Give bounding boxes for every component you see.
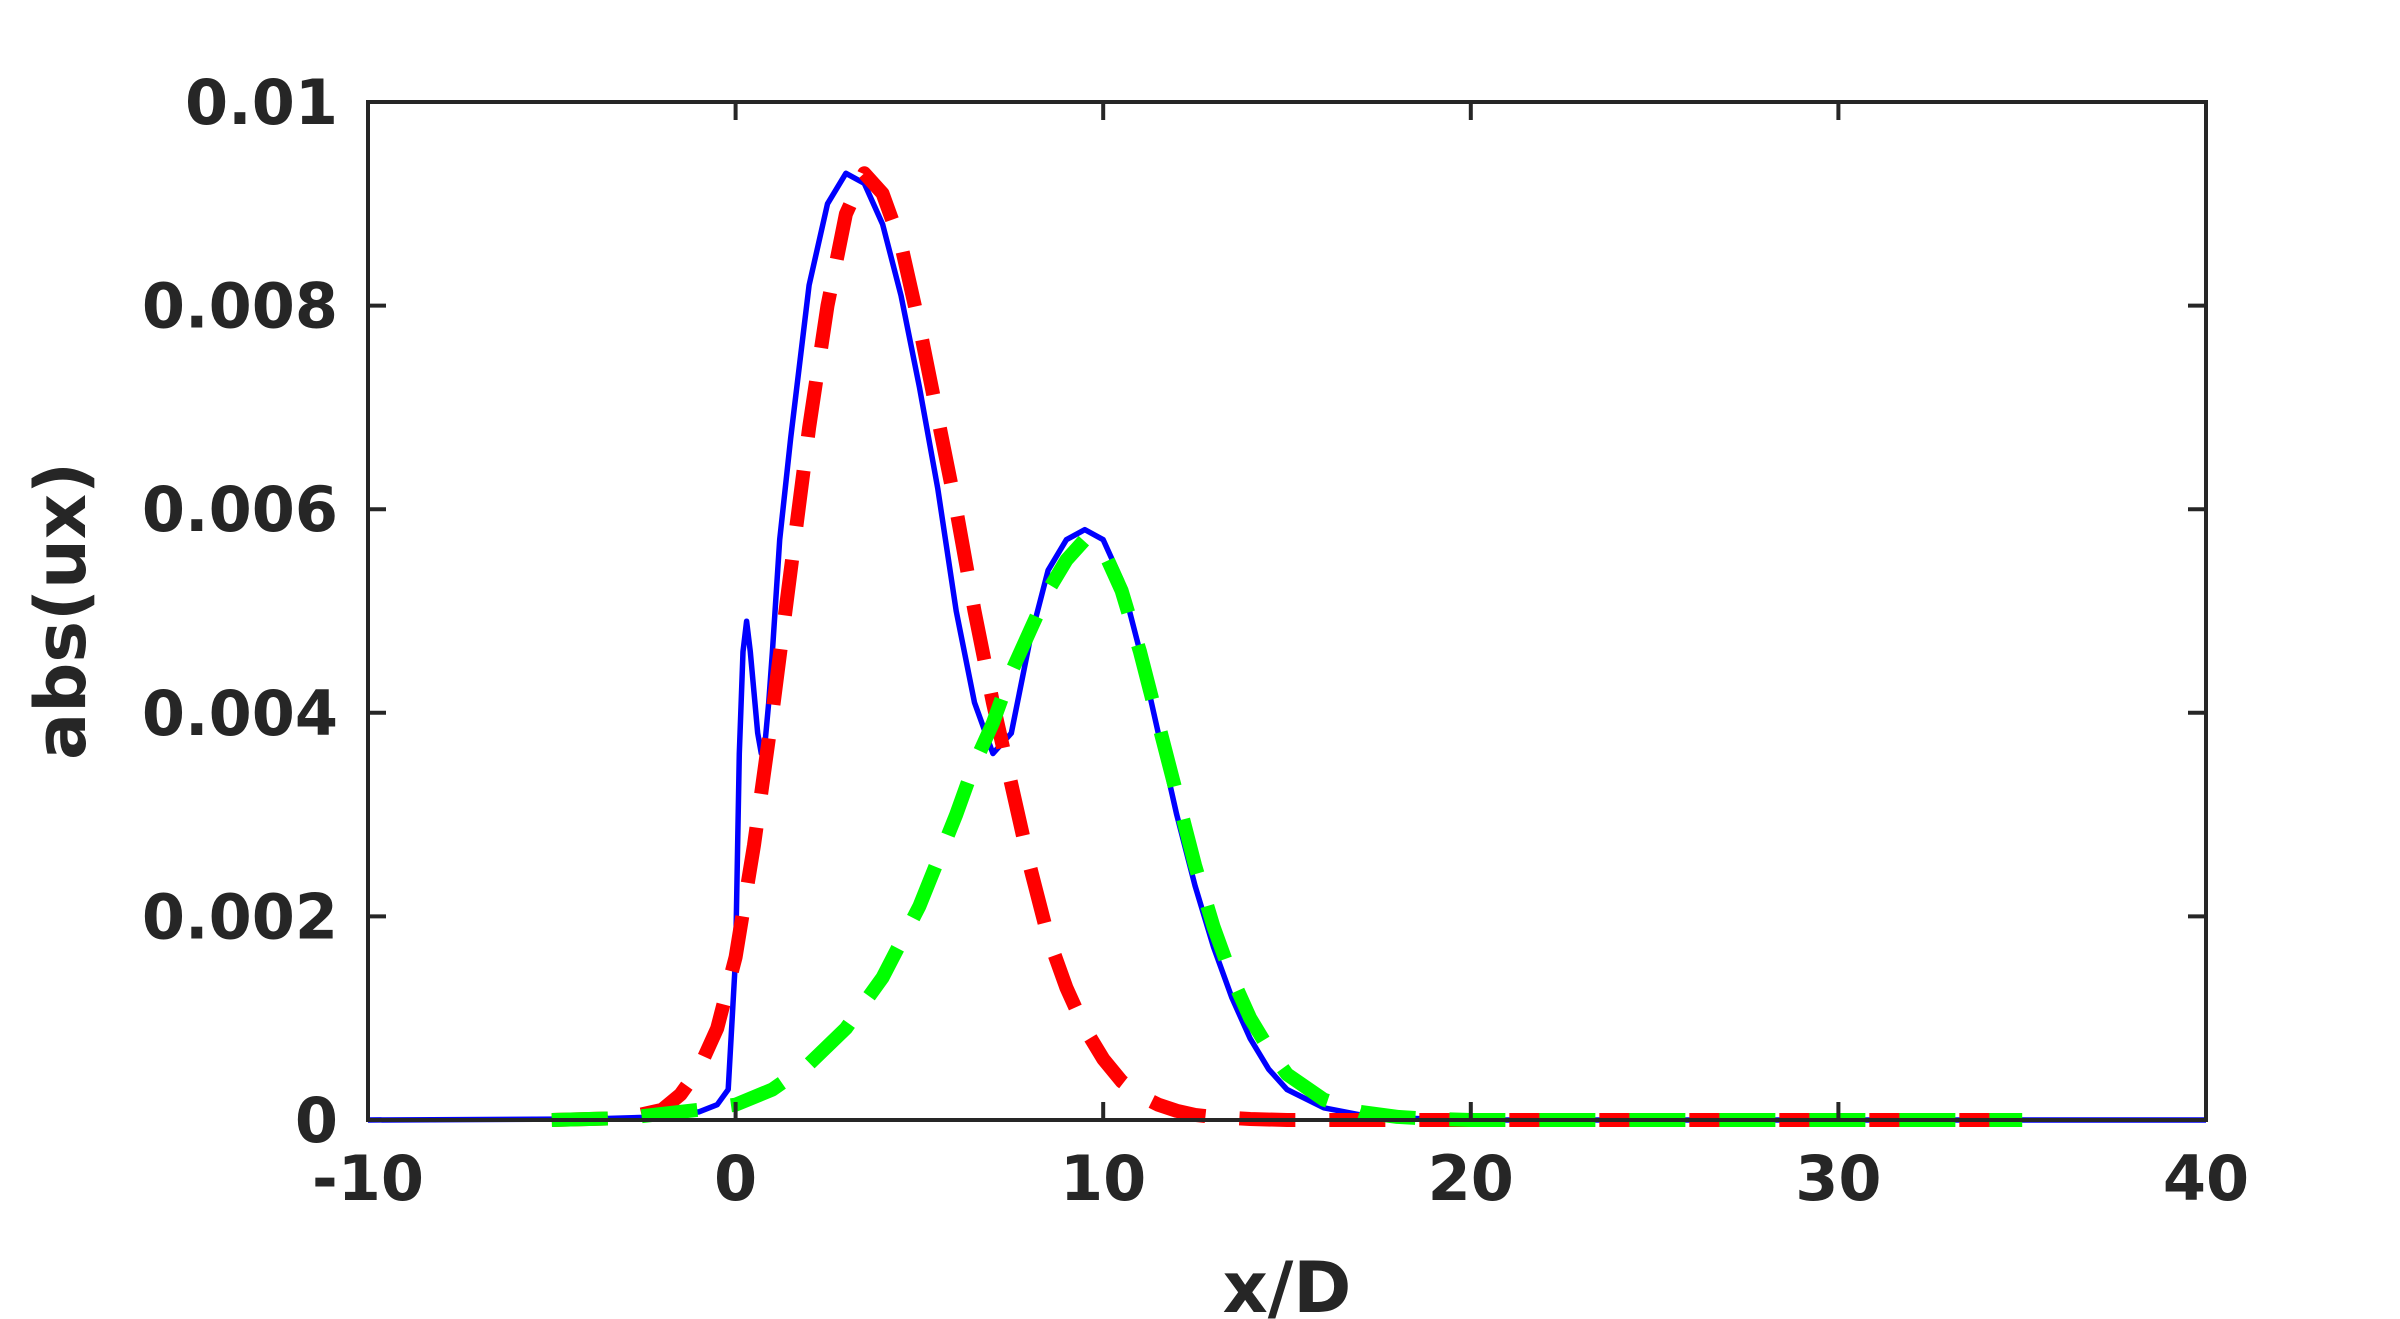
series-blue-line [367,170,2206,1123]
x-tick-label: 40 [2163,1142,2249,1215]
x-tick-label: 0 [714,1142,757,1215]
x-tick-label: 10 [1060,1142,1146,1215]
y-tick-label: 0.004 [142,677,338,750]
y-tick-label: 0.008 [142,270,338,343]
plot-area-frame [366,100,2208,1122]
y-tick-label: 0 [295,1084,338,1157]
series-green-dashed-line [551,532,2023,1127]
series-layer [367,166,2206,1127]
x-axis-label: x/D [1223,1247,1352,1319]
x-tick-label: 20 [1428,1142,1514,1215]
y-tick-label: 0.006 [142,473,338,546]
y-axis-label: abs(ux) [20,462,102,760]
x-tick-label: 30 [1795,1142,1881,1215]
y-tick-label: 0.002 [142,880,338,953]
y-tick-label: 0.01 [185,66,338,139]
x-tick-label: -10 [312,1142,424,1215]
